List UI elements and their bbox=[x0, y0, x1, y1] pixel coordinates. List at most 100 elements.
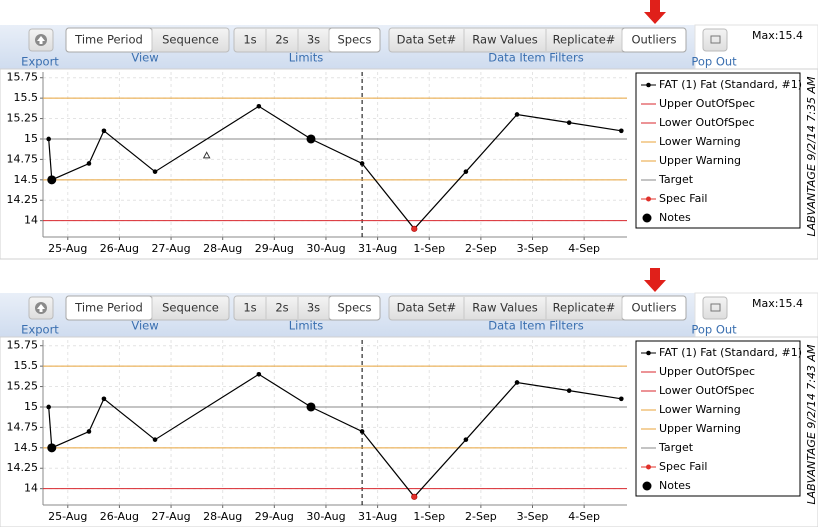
y-tick-label: 15 bbox=[24, 132, 38, 145]
button-label[interactable]: Replicate# bbox=[553, 33, 616, 47]
button-label[interactable]: Sequence bbox=[162, 33, 219, 47]
x-tick-label: 2-Sep bbox=[465, 510, 497, 523]
x-tick-label: 3-Sep bbox=[517, 510, 549, 523]
data-point bbox=[152, 169, 158, 174]
legend-label[interactable]: Lower OutOfSpec bbox=[659, 384, 755, 397]
legend-label[interactable]: Target bbox=[658, 441, 694, 454]
note-point[interactable] bbox=[306, 134, 316, 144]
data-point bbox=[101, 396, 107, 402]
y-tick-label: 15 bbox=[24, 400, 38, 413]
export-label[interactable]: Export bbox=[21, 55, 59, 69]
legend bbox=[635, 340, 801, 497]
popout-icon bbox=[710, 303, 721, 312]
x-tick-label: 4-Sep bbox=[568, 510, 600, 523]
button-label[interactable]: 3s bbox=[307, 301, 320, 315]
button-label[interactable]: Sequence bbox=[162, 301, 219, 315]
legend-label[interactable]: Upper OutOfSpec bbox=[659, 365, 755, 378]
button-label[interactable]: Specs bbox=[338, 33, 372, 47]
button-label[interactable]: Raw Values bbox=[472, 33, 537, 47]
y-tick-label: 14.75 bbox=[7, 152, 39, 165]
watermark: LABVANTAGE 9/2/14 7:35 AM bbox=[805, 76, 818, 237]
y-tick-label: 15.5 bbox=[14, 359, 39, 372]
popout-label[interactable]: Pop Out bbox=[691, 323, 737, 337]
data-point bbox=[101, 128, 107, 134]
note-point[interactable] bbox=[47, 175, 57, 185]
note-point[interactable] bbox=[306, 402, 316, 412]
x-tick-label: 1-Sep bbox=[413, 242, 445, 255]
button-label[interactable]: Raw Values bbox=[472, 301, 537, 315]
note-point[interactable] bbox=[47, 443, 57, 453]
legend-label[interactable]: FAT (1) Fat (Standard, #1) bbox=[659, 78, 802, 91]
button-label[interactable]: 3s bbox=[307, 33, 320, 47]
data-point bbox=[566, 388, 572, 393]
x-tick-label: 26-Aug bbox=[100, 510, 139, 523]
x-tick-label: 26-Aug bbox=[100, 242, 139, 255]
popout-button[interactable] bbox=[702, 28, 728, 52]
data-point bbox=[619, 396, 624, 402]
legend-label[interactable]: Notes bbox=[659, 479, 691, 492]
data-point bbox=[514, 380, 520, 385]
legend bbox=[635, 72, 801, 229]
legend-dot bbox=[642, 213, 652, 223]
button-label[interactable]: 1s bbox=[243, 33, 256, 47]
button-label[interactable]: Data Set# bbox=[397, 301, 457, 315]
button-label[interactable]: 2s bbox=[275, 301, 288, 315]
button-label[interactable]: Data Set# bbox=[397, 33, 457, 47]
button-label[interactable]: Specs bbox=[338, 301, 372, 315]
y-tick-label: 14 bbox=[24, 482, 38, 495]
watermark: LABVANTAGE 9/2/14 7:43 AM bbox=[805, 344, 818, 505]
outlier-marker bbox=[202, 151, 211, 159]
y-tick-label: 15.75 bbox=[7, 339, 39, 352]
legend-label[interactable]: Upper Warning bbox=[659, 154, 741, 167]
export-label[interactable]: Export bbox=[21, 323, 59, 337]
group-label: View bbox=[131, 51, 158, 65]
legend-label[interactable]: Spec Fail bbox=[659, 460, 707, 473]
button-label[interactable]: Outliers bbox=[631, 33, 676, 47]
popout-label[interactable]: Pop Out bbox=[691, 55, 737, 69]
button-label[interactable]: Outliers bbox=[631, 301, 676, 315]
legend-label[interactable]: Spec Fail bbox=[659, 192, 707, 205]
spec-fail-point bbox=[411, 493, 418, 500]
legend-label[interactable]: Target bbox=[658, 173, 694, 186]
button-label[interactable]: 1s bbox=[243, 301, 256, 315]
y-tick-label: 14.25 bbox=[7, 461, 39, 474]
data-point bbox=[256, 372, 262, 377]
legend-label[interactable]: Lower OutOfSpec bbox=[659, 116, 755, 129]
legend-label[interactable]: Notes bbox=[659, 211, 691, 224]
x-tick-label: 4-Sep bbox=[568, 242, 600, 255]
popout-button[interactable] bbox=[702, 296, 728, 320]
group-label: Data Item Filters bbox=[488, 319, 583, 333]
group-label: Limits bbox=[289, 319, 324, 333]
spec-fail-point bbox=[411, 225, 418, 232]
legend-dot bbox=[646, 350, 651, 356]
x-tick-label: 25-Aug bbox=[48, 242, 87, 255]
data-point bbox=[46, 136, 51, 142]
x-tick-label: 31-Aug bbox=[358, 242, 397, 255]
legend-label[interactable]: Upper Warning bbox=[659, 422, 741, 435]
data-point bbox=[463, 437, 469, 442]
y-tick-label: 14.25 bbox=[7, 193, 39, 206]
popout-icon bbox=[710, 35, 721, 44]
data-point bbox=[359, 161, 365, 166]
data-point bbox=[256, 104, 262, 109]
y-tick-label: 15.25 bbox=[7, 112, 39, 125]
max-label: Max:15.4 bbox=[752, 29, 803, 42]
y-tick-label: 14.5 bbox=[14, 173, 39, 186]
button-label[interactable]: Time Period bbox=[74, 33, 143, 47]
button-label[interactable]: 2s bbox=[275, 33, 288, 47]
legend-label[interactable]: Lower Warning bbox=[659, 403, 741, 416]
legend-label[interactable]: Lower Warning bbox=[659, 135, 741, 148]
export-arrow bbox=[37, 304, 45, 312]
legend-label[interactable]: FAT (1) Fat (Standard, #1) bbox=[659, 346, 802, 359]
pointer-arrow bbox=[644, 0, 666, 24]
export-arrow bbox=[37, 36, 45, 44]
button-label[interactable]: Replicate# bbox=[553, 301, 616, 315]
y-tick-label: 15.75 bbox=[7, 71, 39, 84]
y-tick-label: 14 bbox=[24, 214, 38, 227]
data-point bbox=[152, 437, 158, 442]
pointer-arrow bbox=[644, 268, 666, 292]
legend-label[interactable]: Upper OutOfSpec bbox=[659, 97, 755, 110]
y-tick-label: 15.25 bbox=[7, 380, 39, 393]
button-label[interactable]: Time Period bbox=[74, 301, 143, 315]
